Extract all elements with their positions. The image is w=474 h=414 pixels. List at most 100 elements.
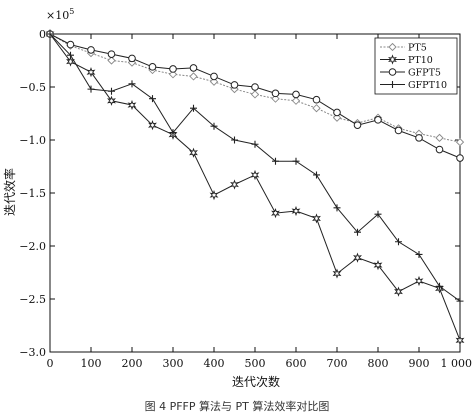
data-point: [312, 213, 321, 224]
series-gfpt10: [46, 30, 464, 305]
data-point: [436, 282, 443, 290]
data-point: [394, 126, 403, 135]
legend-label: GFPT10: [408, 80, 447, 91]
data-point: [190, 104, 197, 112]
data-point: [149, 95, 156, 103]
circle-marker: [333, 108, 341, 117]
data-point: [332, 268, 342, 279]
x-tick-label: 500: [245, 357, 266, 370]
data-point: [373, 259, 383, 271]
series-gfpt5: [46, 30, 464, 162]
circle-marker: [107, 50, 116, 58]
data-point: [251, 140, 259, 148]
data-point: [209, 190, 219, 201]
plus-marker: [374, 210, 382, 218]
data-point: [250, 169, 260, 181]
y-tick-label: −0.5: [19, 81, 46, 94]
data-point: [231, 136, 238, 144]
legend-label: GFPT5: [408, 68, 441, 79]
star-marker: [86, 67, 96, 78]
plus-marker: [389, 81, 396, 88]
data-point: [87, 85, 95, 93]
data-point: [354, 228, 361, 236]
data-point: [189, 64, 198, 72]
star-marker: [414, 275, 424, 287]
plus-marker: [128, 80, 136, 88]
plus-marker: [272, 157, 279, 165]
plus-marker: [67, 51, 74, 59]
circle-marker: [353, 121, 362, 129]
y-axis-title: 迭代效率: [2, 168, 17, 216]
data-point: [292, 90, 300, 99]
circle-marker: [87, 46, 95, 54]
plus-marker: [231, 136, 238, 144]
data-point: [128, 54, 136, 63]
plus-marker: [436, 282, 443, 290]
data-point: [333, 204, 341, 212]
data-point: [251, 83, 259, 91]
data-point: [230, 179, 239, 190]
data-point: [168, 70, 178, 79]
circle-marker: [394, 126, 403, 135]
y-tick-label: −3.0: [19, 346, 46, 359]
x-tick-label: 0: [47, 357, 54, 370]
diamond-marker: [455, 137, 465, 147]
star-marker: [148, 120, 157, 131]
star-marker: [127, 99, 137, 111]
data-point: [148, 120, 157, 131]
data-point: [395, 238, 402, 246]
plus-marker: [292, 157, 300, 165]
circle-marker: [128, 54, 136, 63]
data-point: [455, 335, 465, 346]
x-tick-label: 1 000: [441, 357, 473, 370]
data-point: [414, 275, 424, 287]
legend-label: PT10: [408, 55, 433, 66]
plus-marker: [415, 250, 423, 258]
data-point: [271, 208, 280, 219]
data-point: [127, 99, 137, 111]
data-point: [415, 134, 423, 142]
data-point: [394, 286, 403, 297]
data-point: [66, 56, 75, 67]
x-tick-label: 400: [204, 357, 225, 370]
data-point: [272, 157, 279, 165]
data-point: [292, 157, 300, 165]
data-point: [291, 205, 301, 217]
data-point: [271, 94, 280, 103]
star-marker: [66, 56, 75, 67]
data-point: [312, 104, 321, 113]
star-marker: [250, 169, 260, 181]
data-point: [86, 67, 96, 78]
star-marker: [312, 213, 321, 224]
circle-marker: [415, 134, 423, 142]
plus-marker: [149, 95, 156, 103]
data-point: [189, 147, 198, 158]
data-point: [388, 54, 397, 65]
circle-marker: [374, 116, 382, 124]
data-point: [46, 30, 54, 38]
data-point: [271, 89, 280, 98]
legend-item: GFPT5: [380, 68, 441, 79]
star-marker: [189, 147, 198, 158]
circle-marker: [230, 81, 239, 89]
circle-marker: [456, 154, 464, 162]
data-point: [374, 210, 382, 218]
data-point: [210, 122, 218, 130]
plus-marker: [313, 171, 320, 179]
data-point: [210, 72, 218, 81]
data-point: [209, 77, 219, 86]
circle-marker: [292, 90, 300, 99]
circle-marker: [312, 95, 321, 104]
star-marker: [107, 95, 116, 106]
plus-marker: [456, 297, 464, 305]
y-multiplier-label: ×105: [46, 7, 74, 22]
circle-marker: [388, 68, 397, 76]
star-marker: [291, 205, 301, 217]
plus-marker: [108, 87, 115, 95]
x-axis-title: 迭代次数: [232, 374, 280, 389]
x-tick-label: 100: [81, 357, 102, 370]
data-point: [66, 40, 75, 49]
x-tick-label: 800: [368, 357, 389, 370]
diamond-marker: [250, 90, 260, 99]
